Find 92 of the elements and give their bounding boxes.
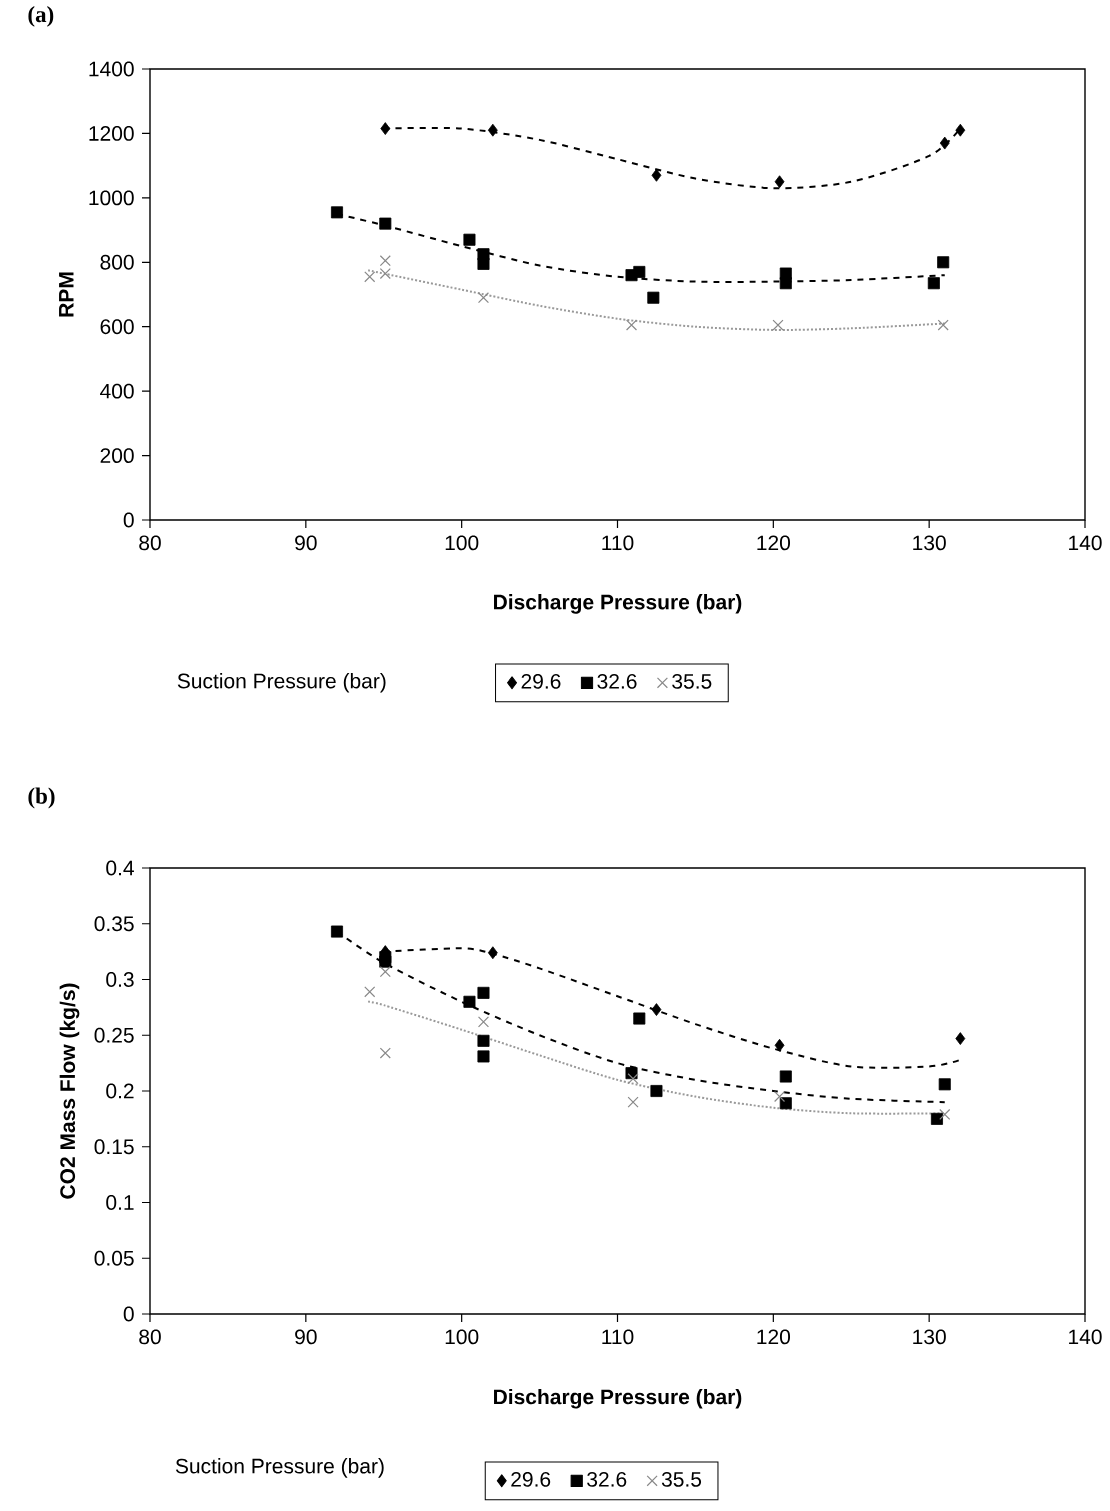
y-tick-label: 1400: [89, 61, 134, 77]
point: [477, 292, 490, 304]
point: [364, 271, 376, 283]
legend-label: 35.5: [672, 673, 712, 689]
y-tick-label: 0: [123, 512, 134, 528]
y-tick-label: 0.05: [94, 1250, 134, 1266]
x-tick-label: 90: [295, 535, 317, 551]
point: [379, 268, 391, 280]
point: [937, 256, 950, 269]
y-tick-label: 400: [100, 383, 134, 399]
point: [627, 1096, 639, 1108]
x-tick-label: 140: [1069, 535, 1102, 551]
x-tick-label: 140: [1069, 1329, 1102, 1345]
y-tick-label: 0: [123, 1306, 134, 1322]
x-axis-title: Discharge Pressure (bar): [494, 1388, 742, 1409]
chart-title: (a): [28, 5, 54, 27]
point: [379, 1047, 391, 1059]
y-tick-label: 1000: [89, 190, 134, 206]
point: [364, 986, 376, 998]
point: [380, 122, 391, 135]
point: [477, 1034, 490, 1047]
point: [955, 123, 966, 137]
x-tick-label: 120: [757, 535, 791, 551]
y-tick-label: 0.35: [94, 916, 134, 932]
point: [379, 217, 392, 230]
point: [939, 136, 950, 150]
point: [774, 1091, 786, 1103]
x-tick-label: 80: [139, 535, 161, 551]
point: [633, 1012, 646, 1025]
point: [774, 1038, 785, 1052]
chart-title: (b): [28, 787, 55, 809]
x-tick-label: 110: [602, 535, 634, 551]
point: [331, 206, 343, 219]
y-axis-title: RPM: [59, 272, 74, 317]
point: [772, 319, 784, 331]
y-tick-label: 800: [100, 254, 134, 270]
x-tick-label: 130: [913, 1329, 946, 1345]
x-tick-label: 110: [602, 1329, 634, 1345]
point: [625, 319, 638, 331]
point: [331, 925, 343, 938]
legend-title: Suction Pressure (bar): [177, 673, 386, 693]
x-tick-label: 90: [295, 1329, 317, 1345]
legend-label: 29.6: [511, 1471, 551, 1487]
point: [930, 1112, 943, 1125]
point: [463, 233, 476, 246]
point: [651, 1003, 662, 1016]
legend-label: 29.6: [521, 673, 561, 689]
point: [379, 955, 392, 968]
x-tick-label: 130: [913, 535, 946, 551]
point: [938, 1078, 951, 1091]
legend-label: 35.5: [661, 1471, 702, 1487]
y-tick-label: 0.25: [94, 1027, 134, 1043]
point: [939, 1108, 951, 1120]
point: [937, 319, 949, 331]
point: [379, 966, 391, 978]
legend-label: 32.6: [597, 673, 637, 689]
y-tick-label: 200: [100, 448, 134, 464]
point: [379, 255, 391, 267]
point: [650, 1085, 663, 1097]
point: [487, 123, 498, 137]
point: [477, 986, 490, 999]
point: [477, 1016, 490, 1028]
y-tick-label: 1200: [89, 126, 134, 141]
point: [774, 175, 785, 189]
point: [779, 277, 792, 290]
point: [779, 1070, 792, 1083]
x-tick-label: 120: [757, 1329, 791, 1345]
point: [633, 265, 646, 278]
x-tick-label: 100: [445, 535, 479, 551]
y-axis-title: CO2 Mass Flow (kg/s): [59, 983, 80, 1199]
x-axis-title: Discharge Pressure (bar): [494, 594, 742, 614]
point: [487, 946, 498, 960]
y-tick-label: 0.1: [106, 1195, 134, 1210]
y-tick-label: 0.3: [106, 972, 134, 987]
y-tick-label: 0.2: [106, 1083, 134, 1099]
point: [927, 277, 940, 290]
y-tick-label: 0.15: [94, 1139, 134, 1155]
x-tick-label: 80: [139, 1329, 161, 1345]
y-tick-label: 600: [100, 319, 134, 335]
point: [477, 257, 490, 270]
x-tick-label: 100: [445, 1329, 479, 1345]
y-tick-label: 0.4: [106, 860, 134, 876]
legend-title: Suction Pressure (bar): [175, 1458, 384, 1478]
point: [651, 168, 662, 182]
point: [647, 291, 660, 304]
point: [779, 1097, 792, 1110]
legend-label: 32.6: [587, 1471, 627, 1487]
point: [463, 995, 476, 1008]
point: [477, 1050, 490, 1063]
point: [627, 1073, 639, 1085]
point: [955, 1032, 966, 1045]
line-series: [367, 269, 946, 331]
